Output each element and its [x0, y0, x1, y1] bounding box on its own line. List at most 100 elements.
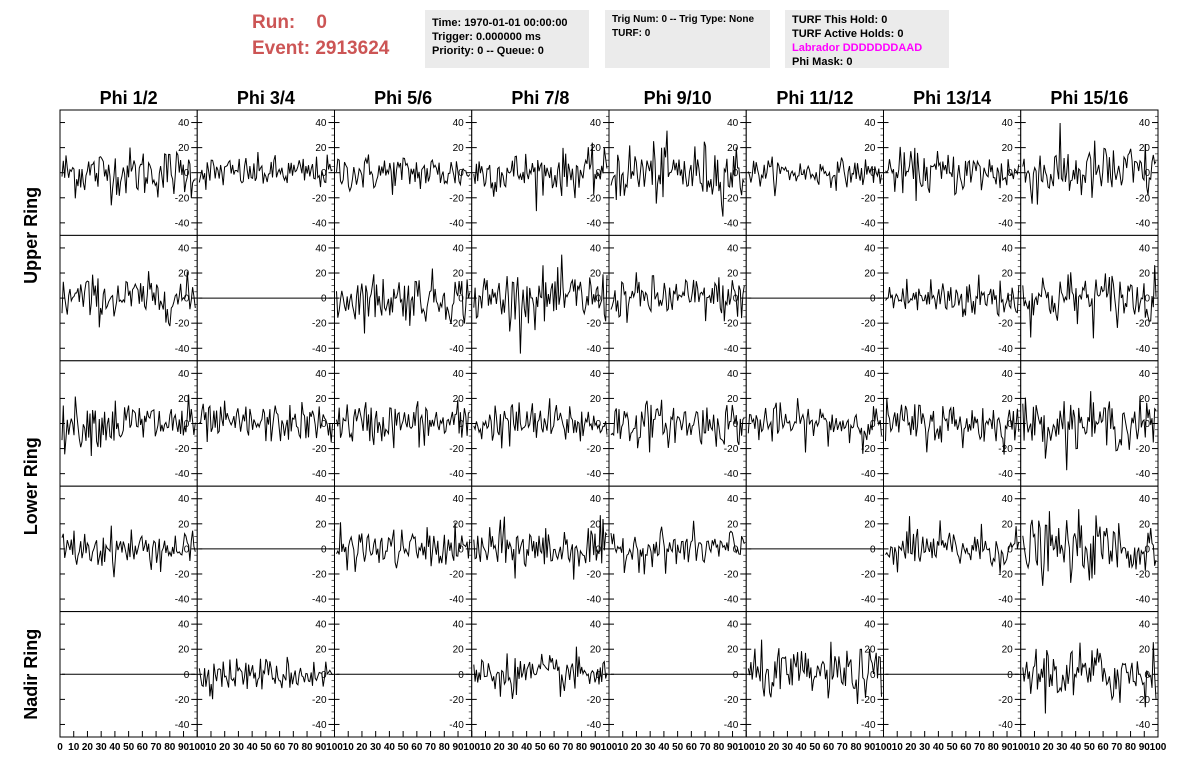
x-tick-label: 40 [933, 742, 945, 753]
x-tick-label: 100 [326, 742, 343, 753]
y-tick-label: 20 [727, 394, 739, 405]
y-tick-label: 40 [315, 494, 327, 505]
x-tick-label: 20 [905, 742, 917, 753]
y-tick-label: 20 [590, 394, 602, 405]
y-tick-label: -20 [449, 193, 464, 204]
y-tick-label: -40 [1136, 595, 1151, 606]
y-tick-label: 20 [864, 519, 876, 530]
column-title: Phi 9/10 [644, 88, 712, 108]
x-tick-label: 50 [260, 742, 272, 753]
x-tick-label: 80 [850, 742, 862, 753]
trignum-line: Trig Num: 0 -- Trig Type: None [612, 14, 755, 25]
panel-frame [334, 360, 473, 487]
y-tick-label: -20 [587, 444, 602, 455]
x-tick-label: 60 [1098, 742, 1110, 753]
y-tick-label: 0 [595, 544, 601, 555]
x-tick-label: 50 [123, 742, 135, 753]
y-tick-label: -40 [312, 344, 327, 355]
y-tick-label: 40 [315, 118, 327, 129]
y-tick-label: 20 [453, 269, 465, 280]
y-tick-label: -20 [175, 319, 190, 330]
y-tick-label: -40 [724, 469, 739, 480]
y-tick-label: 40 [864, 620, 876, 631]
x-tick-label: 70 [562, 742, 574, 753]
y-tick-label: 40 [453, 369, 465, 380]
waveform-trace [747, 398, 882, 454]
x-tick-label: 20 [1043, 742, 1055, 753]
y-tick-label: 0 [321, 419, 327, 430]
y-tick-label: -40 [312, 469, 327, 480]
x-tick-label: 30 [507, 742, 519, 753]
column-title: Phi 3/4 [237, 88, 295, 108]
y-tick-label: 0 [733, 670, 739, 681]
y-tick-label: 40 [1002, 369, 1014, 380]
y-tick-label: 20 [864, 269, 876, 280]
y-tick-label: 40 [315, 369, 327, 380]
y-tick-label: -40 [449, 595, 464, 606]
waveform-trace [473, 142, 608, 212]
x-tick-label: 80 [1125, 742, 1137, 753]
x-tick-label: 40 [384, 742, 396, 753]
x-tick-label: 10 [480, 742, 492, 753]
y-tick-label: 40 [864, 243, 876, 254]
y-tick-label: 0 [595, 419, 601, 430]
y-tick-label: -20 [724, 695, 739, 706]
x-tick-label: 70 [974, 742, 986, 753]
y-tick-label: -20 [449, 319, 464, 330]
y-tick-label: 20 [590, 645, 602, 656]
y-tick-label: -40 [998, 218, 1013, 229]
x-tick-label: 100 [875, 742, 892, 753]
y-tick-label: -20 [1136, 695, 1151, 706]
y-tick-label: -20 [175, 444, 190, 455]
y-tick-label: -40 [175, 720, 190, 731]
y-tick-label: 20 [727, 645, 739, 656]
time-line: Time: 1970-01-01 00:00:00 [432, 17, 568, 29]
time-info-box: Time: 1970-01-01 00:00:00 Trigger: 0.000… [425, 10, 589, 68]
trigger-line: Trigger: 0.000000 ms [432, 31, 541, 43]
y-tick-label: 40 [590, 620, 602, 631]
y-tick-label: 0 [458, 670, 464, 681]
column-title: Phi 15/16 [1050, 88, 1128, 108]
y-tick-label: -40 [449, 720, 464, 731]
y-tick-label: -20 [175, 569, 190, 580]
x-tick-label: 10 [68, 742, 80, 753]
y-tick-label: 20 [590, 269, 602, 280]
x-tick-label: 60 [411, 742, 423, 753]
y-tick-label: -20 [449, 695, 464, 706]
y-tick-label: -20 [1136, 569, 1151, 580]
y-tick-label: -40 [312, 218, 327, 229]
y-tick-label: -40 [312, 595, 327, 606]
y-tick-label: 0 [458, 294, 464, 305]
y-tick-label: 40 [1002, 494, 1014, 505]
waveform-trace [610, 399, 745, 453]
y-tick-label: 20 [1139, 645, 1151, 656]
y-tick-label: 40 [727, 243, 739, 254]
x-tick-label: 80 [713, 742, 725, 753]
x-tick-label: 60 [960, 742, 972, 753]
y-tick-label: 0 [1144, 670, 1150, 681]
y-tick-label: 20 [1002, 645, 1014, 656]
waveform-trace [473, 254, 608, 354]
y-tick-label: 40 [727, 494, 739, 505]
y-tick-label: 20 [178, 394, 190, 405]
x-tick-label: 70 [837, 742, 849, 753]
y-tick-label: -40 [312, 720, 327, 731]
x-tick-label: 90 [315, 742, 327, 753]
waveform-trace [610, 520, 745, 575]
waveform-trace [198, 656, 333, 700]
waveform-trace [747, 639, 882, 705]
y-tick-label: 40 [453, 118, 465, 129]
x-tick-label: 30 [1056, 742, 1068, 753]
